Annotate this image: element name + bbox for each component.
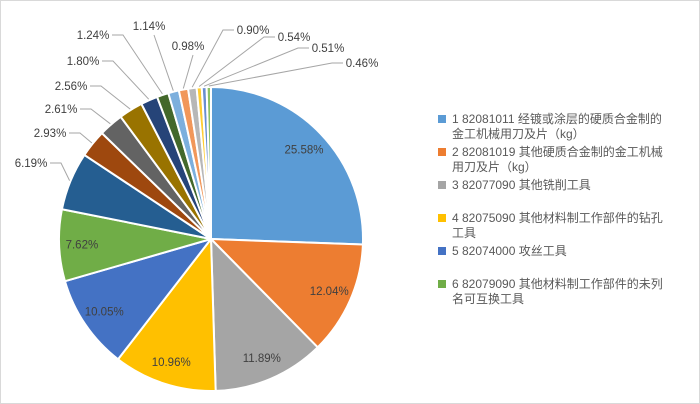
legend-label: 5 82074000 攻丝工具	[452, 244, 567, 259]
legend-swatch-orange	[438, 148, 446, 156]
leader-line	[112, 34, 163, 95]
slice-label: 10.96%	[152, 357, 191, 369]
slice-label: 6.19%	[15, 158, 48, 170]
legend-entry: 4 82075090 其他材料制工作部件的钻孔 工具	[438, 211, 694, 244]
legend-label: 6 82079090 其他材料制工作部件的未列 名可互换工具	[452, 277, 663, 307]
legend-swatch-green	[438, 280, 446, 288]
legend-label-line: 工具	[452, 226, 477, 240]
legend-swatch-blue	[438, 115, 446, 123]
leader-line	[80, 108, 111, 125]
slice-label: 2.56%	[55, 81, 88, 93]
legend-entry: 1 82081011 经镀或涂层的硬质合金制的 金工机械用刀及片（kg）	[438, 112, 694, 145]
chart-legend: 1 82081011 经镀或涂层的硬质合金制的 金工机械用刀及片（kg） 2 8…	[438, 112, 694, 310]
slice-label: 7.62%	[66, 239, 99, 251]
leader-line	[90, 85, 131, 110]
legend-label-line: 4 82075090 其他材料制工作部件的钻孔	[452, 211, 663, 225]
legend-entry: 2 82081019 其他硬质合金制的金工机械 用刀及片（kg）	[438, 145, 694, 178]
legend-swatch-gray	[438, 181, 446, 189]
slice-label: 1.24%	[77, 30, 110, 42]
leader-line	[182, 54, 194, 89]
leader-line	[50, 162, 71, 181]
slice-label: 0.51%	[312, 43, 345, 55]
pie-slice	[210, 86, 364, 246]
slice-label: 1.14%	[133, 21, 166, 33]
legend-swatch-yellow	[438, 214, 446, 222]
legend-entry: 5 82074000 攻丝工具	[438, 244, 694, 277]
pie-slice	[210, 238, 364, 349]
slice-label: 25.58%	[284, 144, 323, 156]
legend-label-line: 用刀及片（kg）	[452, 160, 537, 174]
legend-label-line: 5 82074000 攻丝工具	[452, 244, 567, 258]
slice-label: 0.90%	[237, 25, 270, 37]
pie-slice	[63, 238, 212, 361]
slice-label: 10.05%	[85, 307, 124, 319]
slice-label: 12.04%	[310, 286, 349, 298]
leader-line	[102, 60, 150, 100]
slice-label: 2.61%	[45, 104, 78, 116]
slice-label: 2.93%	[34, 128, 67, 140]
leader-line	[208, 62, 343, 87]
legend-label: 1 82081011 经镀或涂层的硬质合金制的 金工机械用刀及片（kg）	[452, 112, 662, 142]
leader-line	[69, 132, 93, 144]
pie-slice	[210, 238, 319, 392]
legend-entry: 3 82077090 其他铣削工具	[438, 178, 694, 211]
legend-swatch-darkblue	[438, 247, 446, 255]
pie-slice	[117, 238, 217, 392]
legend-label: 4 82075090 其他材料制工作部件的钻孔 工具	[452, 211, 663, 241]
leader-line	[191, 29, 234, 88]
leader-line	[203, 47, 309, 87]
pie-slice	[205, 85, 212, 240]
legend-label-line: 3 82077090 其他铣削工具	[452, 178, 591, 192]
leader-line	[198, 36, 275, 87]
slice-label: 0.46%	[346, 58, 379, 70]
slice-label: 1.80%	[67, 56, 100, 68]
legend-label: 2 82081019 其他硬质合金制的金工机械 用刀及片（kg）	[452, 145, 663, 175]
slice-label: 11.89%	[243, 353, 281, 365]
legend-entry: 6 82079090 其他材料制工作部件的未列 名可互换工具	[438, 277, 694, 310]
slice-label: 0.98%	[172, 41, 205, 53]
legend-label-line: 6 82079090 其他材料制工作部件的未列	[452, 277, 663, 291]
legend-label-line: 名可互换工具	[452, 292, 525, 306]
legend-label-line: 金工机械用刀及片（kg）	[452, 127, 585, 141]
legend-label-line: 2 82081019 其他硬质合金制的金工机械	[452, 145, 663, 159]
leader-line	[153, 34, 174, 91]
legend-label: 3 82077090 其他铣削工具	[452, 178, 591, 193]
slice-label: 0.54%	[278, 32, 311, 44]
legend-label-line: 1 82081011 经镀或涂层的硬质合金制的	[452, 112, 662, 126]
